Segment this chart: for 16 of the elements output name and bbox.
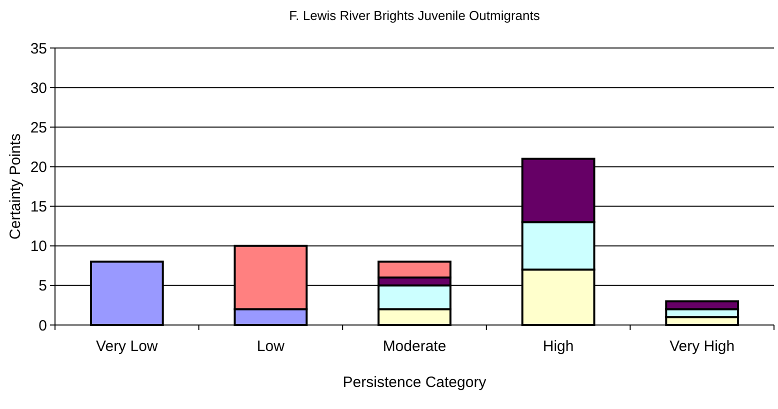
chart-title: F. Lewis River Brights Juvenile Outmigrants (289, 8, 540, 23)
y-axis-title: Certainty Points (7, 134, 24, 240)
y-tick-label: 30 (30, 80, 47, 97)
y-tick-label: 15 (30, 198, 47, 216)
y-tick-label: 5 (38, 278, 47, 295)
x-tick-label: Low (256, 338, 285, 355)
y-tick-label: 20 (30, 158, 47, 176)
y-tick-label: 35 (30, 40, 47, 58)
x-tick-label: Very High (670, 338, 735, 355)
x-tick-label: Very Low (96, 338, 158, 355)
x-tick-label: High (542, 338, 574, 355)
y-tick-label: 0 (38, 317, 47, 334)
y-tick-label: 25 (30, 119, 47, 136)
x-tick-label: Moderate (382, 338, 446, 355)
x-axis-title: Persistence Category (342, 374, 487, 391)
y-tick-label: 10 (30, 238, 47, 256)
